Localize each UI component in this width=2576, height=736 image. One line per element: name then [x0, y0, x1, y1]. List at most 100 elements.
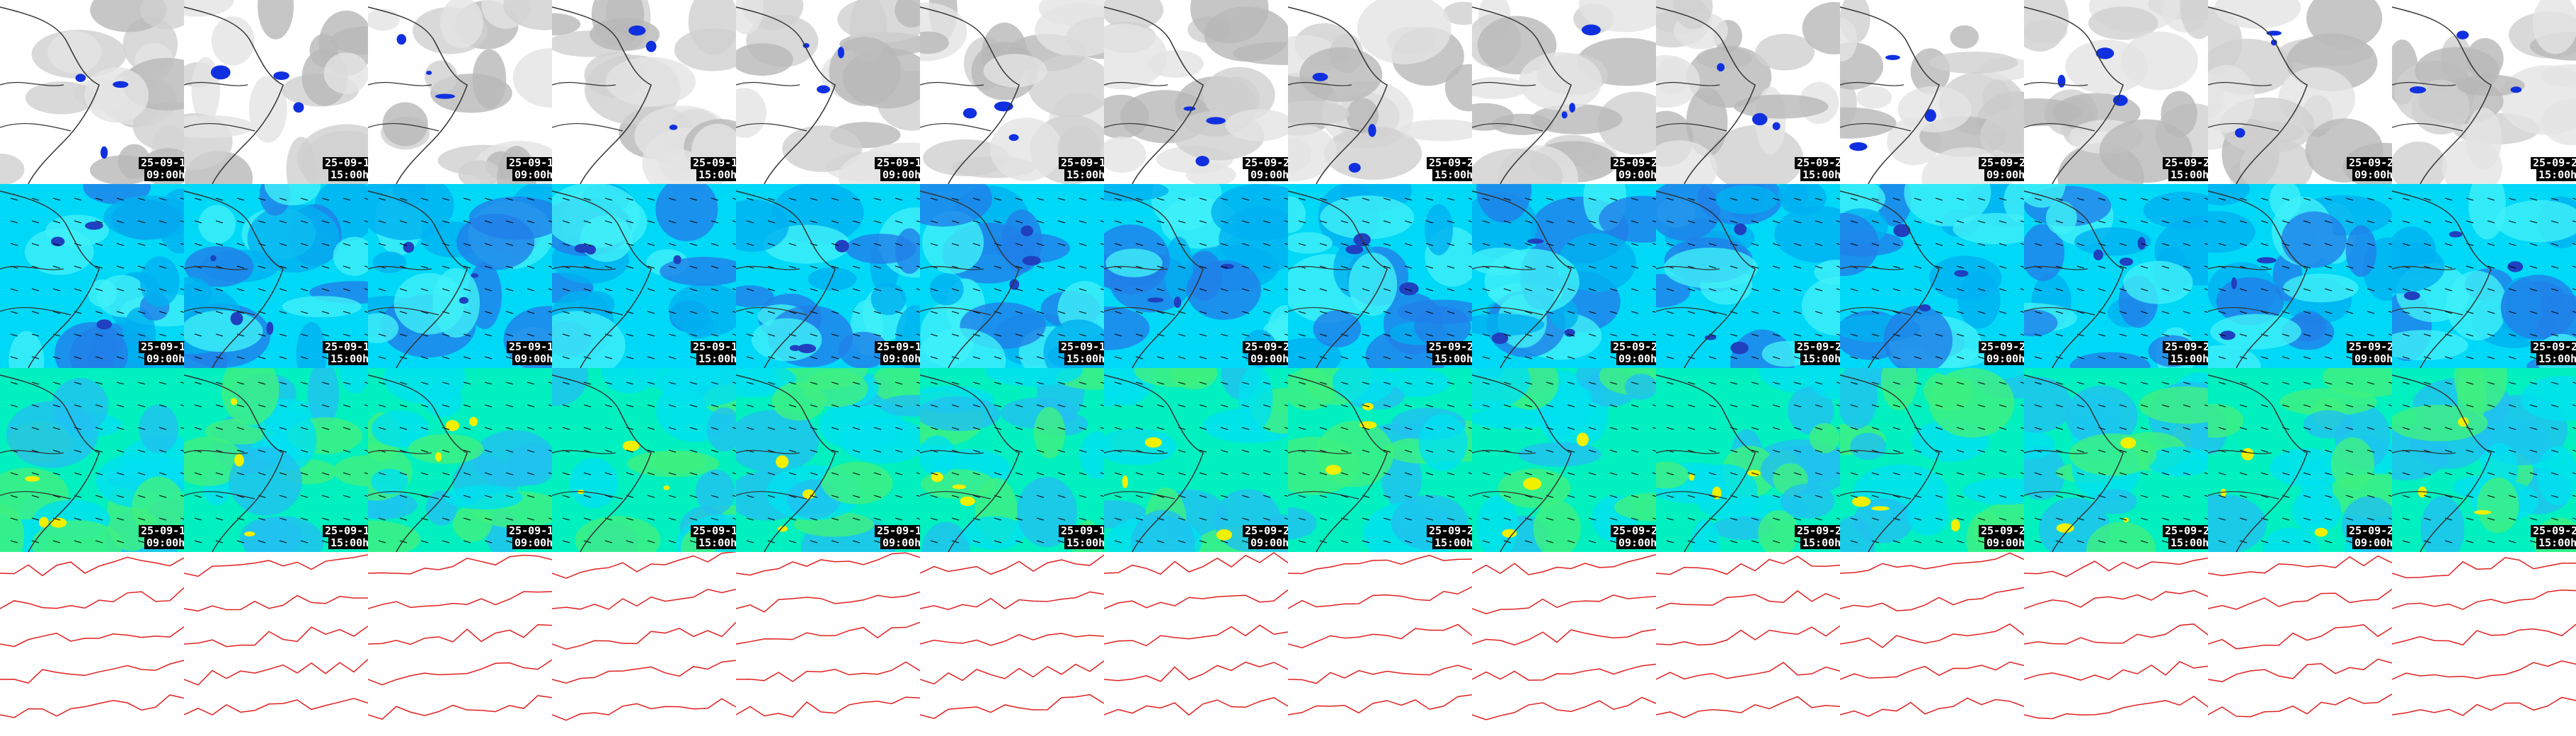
- time-text: 09:00h: [144, 537, 184, 549]
- map-tile: 25-09-1 15:00h: [184, 368, 368, 552]
- date-text: 25-09-2: [2163, 525, 2208, 537]
- map-tile: [0, 552, 184, 736]
- time-label: 25-09-1 09:00h: [507, 157, 552, 181]
- date-text: 25-09-2: [2163, 157, 2208, 169]
- map: [1656, 368, 1840, 552]
- map: [1288, 552, 1472, 736]
- time-label: 25-09-2 09:00h: [2347, 341, 2392, 365]
- map-tile: 25-09-2 09:00h: [1472, 184, 1656, 368]
- map: [184, 552, 368, 736]
- map-tile: 25-09-2 09:00h: [1104, 184, 1288, 368]
- date-text: 25-09-2: [2531, 341, 2576, 353]
- date-text: 25-09-2: [1979, 157, 2024, 169]
- time-label: 25-09-1 15:00h: [323, 341, 368, 365]
- time-label: 25-09-2 09:00h: [1979, 157, 2024, 181]
- time-label: 25-09-2 15:00h: [1427, 157, 1472, 181]
- date-text: 25-09-2: [1427, 157, 1472, 169]
- map-tile: 25-09-1 09:00h: [736, 368, 920, 552]
- map: [2208, 552, 2392, 736]
- map-tile: 25-09-2 15:00h: [2392, 368, 2576, 552]
- map: [920, 552, 1104, 736]
- time-label: 25-09-2 09:00h: [1611, 525, 1656, 549]
- map-tile: [1288, 552, 1472, 736]
- time-label: 25-09-2 09:00h: [1243, 157, 1288, 181]
- time-label: 25-09-2 15:00h: [1795, 525, 1840, 549]
- time-text: 09:00h: [2352, 169, 2392, 181]
- map-tile: 25-09-2 09:00h: [1104, 0, 1288, 184]
- time-text: 09:00h: [880, 537, 920, 549]
- time-text: 15:00h: [1432, 537, 1472, 549]
- time-text: 09:00h: [1984, 353, 2024, 365]
- map: [736, 0, 920, 184]
- time-label: 25-09-1 09:00h: [875, 525, 920, 549]
- time-text: 09:00h: [1616, 537, 1656, 549]
- time-label: 25-09-2 15:00h: [2531, 341, 2576, 365]
- map: [1288, 184, 1472, 368]
- map-tile: 25-09-2 15:00h: [2392, 0, 2576, 184]
- time-text: 09:00h: [1984, 169, 2024, 181]
- map-tile: 25-09-1 15:00h: [920, 0, 1104, 184]
- date-text: 25-09-1: [875, 341, 920, 353]
- map: [184, 368, 368, 552]
- time-text: 15:00h: [1432, 169, 1472, 181]
- map-tile: [920, 552, 1104, 736]
- time-text: 15:00h: [696, 353, 736, 365]
- map-tile: 25-09-2 09:00h: [1472, 368, 1656, 552]
- time-label: 25-09-2 15:00h: [2531, 157, 2576, 181]
- map: [1656, 552, 1840, 736]
- time-text: 15:00h: [2168, 169, 2208, 181]
- date-text: 25-09-2: [1243, 157, 1288, 169]
- map-tile: 25-09-1 09:00h: [368, 368, 552, 552]
- map-tile: 25-09-1 15:00h: [920, 184, 1104, 368]
- time-label: 25-09-1 09:00h: [507, 525, 552, 549]
- map: [0, 552, 184, 736]
- date-text: 25-09-1: [323, 157, 368, 169]
- map: [2024, 552, 2208, 736]
- date-text: 25-09-2: [1611, 341, 1656, 353]
- date-text: 25-09-1: [691, 525, 736, 537]
- time-text: 15:00h: [1800, 169, 1840, 181]
- time-text: 15:00h: [1064, 169, 1104, 181]
- time-label: 25-09-1 15:00h: [691, 157, 736, 181]
- time-label: 25-09-2 09:00h: [1611, 157, 1656, 181]
- map-tile: 25-09-2 09:00h: [1104, 368, 1288, 552]
- map: [2392, 0, 2576, 184]
- map: [1472, 0, 1656, 184]
- time-label: 25-09-1 15:00h: [1059, 525, 1104, 549]
- time-label: 25-09-1 09:00h: [139, 157, 184, 181]
- map-tile: 25-09-1 09:00h: [736, 184, 920, 368]
- map-tile: [2208, 552, 2392, 736]
- map: [1288, 368, 1472, 552]
- map-tile: 25-09-1 15:00h: [184, 0, 368, 184]
- map-tile: [368, 552, 552, 736]
- map-tile: [1656, 552, 1840, 736]
- map: [368, 0, 552, 184]
- map: [1840, 184, 2024, 368]
- map-tile: [184, 552, 368, 736]
- time-label: 25-09-2 09:00h: [1611, 341, 1656, 365]
- map-tile: 25-09-1 15:00h: [920, 368, 1104, 552]
- time-label: 25-09-2 15:00h: [2531, 525, 2576, 549]
- time-text: 15:00h: [2168, 537, 2208, 549]
- time-text: 09:00h: [1616, 169, 1656, 181]
- time-label: 25-09-2 15:00h: [1427, 525, 1472, 549]
- time-text: 15:00h: [2536, 353, 2576, 365]
- time-text: 15:00h: [1064, 353, 1104, 365]
- time-text: 09:00h: [512, 537, 552, 549]
- map: [2024, 368, 2208, 552]
- map-tile: 25-09-2 09:00h: [2208, 184, 2392, 368]
- map-tile: 25-09-1 09:00h: [368, 0, 552, 184]
- time-label: 25-09-2 15:00h: [2163, 341, 2208, 365]
- map: [552, 184, 736, 368]
- map: [2208, 184, 2392, 368]
- date-text: 25-09-2: [1795, 341, 1840, 353]
- date-text: 25-09-2: [1427, 525, 1472, 537]
- time-label: 25-09-2 15:00h: [1795, 341, 1840, 365]
- map-tile: 25-09-1 09:00h: [368, 184, 552, 368]
- time-text: 15:00h: [696, 537, 736, 549]
- time-label: 25-09-2 09:00h: [1979, 525, 2024, 549]
- time-text: 09:00h: [1248, 353, 1288, 365]
- time-label: 25-09-2 09:00h: [1243, 341, 1288, 365]
- map: [552, 368, 736, 552]
- time-text: 09:00h: [512, 353, 552, 365]
